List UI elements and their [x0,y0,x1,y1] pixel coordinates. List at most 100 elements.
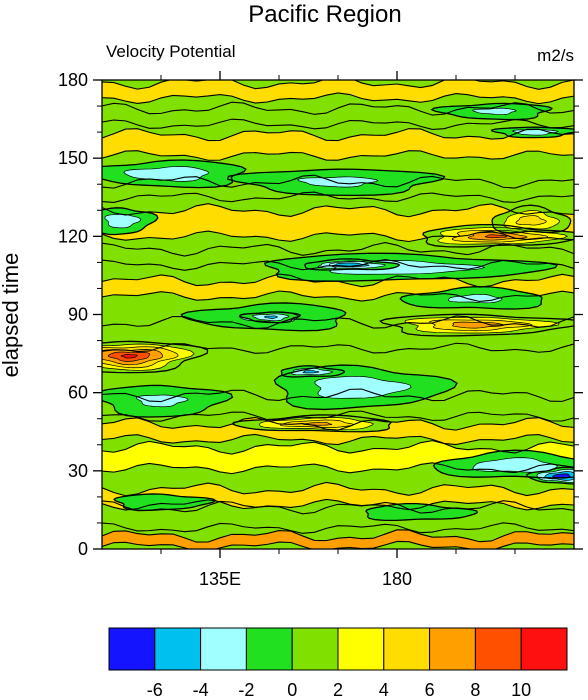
contour-line [273,364,458,411]
contour-cell [123,166,209,182]
contour-line [536,468,574,483]
contour-cell [297,176,378,188]
colorbar-label: -2 [238,680,254,700]
contour-line [102,481,574,511]
contour-line [503,210,560,230]
contour-line [102,340,209,374]
contour-line [296,176,379,188]
contour-line [102,159,247,189]
contour-line [515,215,547,226]
contour-line [102,207,159,236]
x-axis: 135E 180 [160,71,516,589]
contour-line [252,313,290,322]
colorbar-label: 2 [333,680,343,700]
contour-line [304,258,401,271]
contour-line [511,129,559,136]
contour-band [102,80,574,104]
contour-line [102,174,574,204]
colorbar-swatch [108,627,156,671]
contour-line [135,394,189,408]
colorbar-swatch [337,627,385,671]
contour-line [102,80,574,105]
contour-line [102,440,574,475]
y-tick-label: 90 [68,305,88,325]
contour-line [107,351,151,362]
chart-subtitle-left: Velocity Potential [106,42,235,61]
contour-line [102,384,234,418]
y-tick-label: 150 [58,148,88,168]
contour-line [102,346,179,369]
contour-line [422,223,574,248]
contour-line [123,166,210,182]
contour-line [451,229,548,243]
contour-line [102,388,574,422]
contour-line [102,273,574,303]
colorbar-swatch [245,627,293,671]
contour-line [430,102,553,121]
contour-line [102,529,574,549]
x-tick-label: 135E [199,569,241,589]
contour-line [552,473,571,479]
contour-line [437,227,569,245]
colorbar-label: -6 [147,680,163,700]
colorbar-swatch [429,627,476,671]
y-axis: 0 30 60 90 120 150 180 [58,70,583,559]
colorbar-swatch [154,627,202,671]
y-tick-label: 120 [58,226,88,246]
colorbar-swatch [383,627,431,671]
contour-line [490,126,574,139]
contour-line [264,315,278,319]
contour-line [102,128,574,161]
contour-line [120,354,139,359]
contour-line [399,286,543,310]
contour-line [472,107,517,115]
colorbar-label: 10 [511,680,531,700]
contour-line [452,321,505,329]
contour-line [102,101,574,131]
contour-plot-area [102,80,574,549]
contour-line [280,419,355,428]
chart-title: Pacific Region [248,1,401,28]
y-tick-label: 60 [68,383,88,403]
colorbar-swatch [520,627,568,671]
contour-line [317,260,386,269]
contour-line [484,234,508,239]
y-axis-label: elapsed time [0,253,23,378]
contour-line [365,502,479,522]
contour-line [526,466,574,485]
contour-line [280,365,346,378]
contour-line [238,311,302,324]
chart-units: m2/s [537,46,574,65]
contour-cell [366,503,478,521]
contour-line [102,242,574,271]
colorbar-swatch [474,627,522,671]
contour-cell [314,376,412,399]
x-tick-label: 180 [382,569,412,589]
colorbar: -6 -4 -2 0 2 4 6 8 10 [108,627,568,700]
contour-line [448,293,503,304]
contour-line [180,302,347,332]
contour-line [328,260,486,275]
contour-lines [102,80,574,549]
contour-line [102,343,195,371]
contour-line [404,316,560,334]
colorbar-label: 0 [287,680,297,700]
contour-band [102,102,574,130]
contour-line [379,313,574,337]
contour-band [102,529,574,549]
contour-cell [472,108,517,115]
colorbar-label: 8 [470,680,480,700]
contour-band [102,128,574,161]
contour-line [102,315,574,354]
contour-cell [452,322,504,329]
contour-line [432,449,574,479]
contour-line [104,213,142,229]
colorbar-swatch [200,627,247,671]
y-tick-label: 180 [58,70,88,90]
contour-cell [114,493,216,511]
colorbar-label: 6 [425,680,435,700]
contour-line [428,319,533,332]
colorbar-label: -4 [193,680,209,700]
contour-line [491,204,572,234]
